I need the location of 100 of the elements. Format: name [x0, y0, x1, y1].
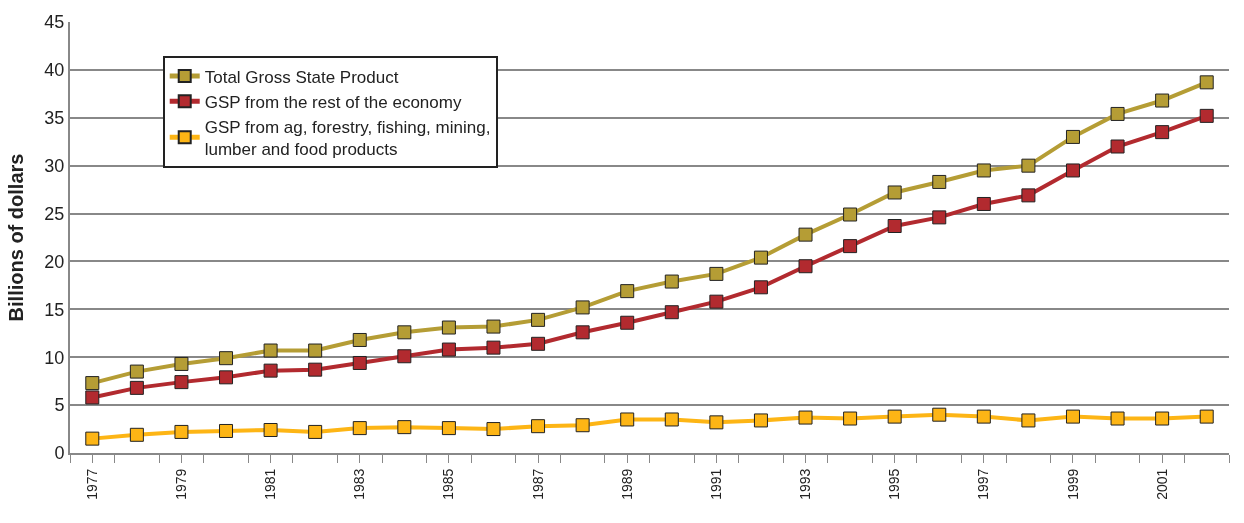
point	[486, 340, 501, 355]
point	[1065, 163, 1080, 178]
point	[129, 364, 144, 379]
point	[308, 343, 323, 358]
x-tick-label: 1981	[262, 468, 279, 500]
point	[531, 312, 546, 327]
point	[798, 410, 813, 425]
y-tick-label: 30	[44, 155, 65, 176]
point	[1155, 93, 1170, 108]
point	[85, 376, 100, 391]
point	[753, 250, 768, 265]
x-tick-label: 1997	[975, 468, 992, 500]
point	[664, 305, 679, 320]
point	[709, 415, 724, 430]
point	[129, 427, 144, 442]
point	[976, 163, 991, 178]
point	[263, 363, 278, 378]
point	[219, 423, 234, 438]
point	[887, 409, 902, 424]
point	[1021, 158, 1036, 173]
point	[976, 409, 991, 424]
point	[798, 227, 813, 242]
point	[932, 174, 947, 189]
legend-label: GSP from ag, forestry, fishing, mining, lumber and food products	[204, 117, 491, 159]
x-tick-label: 1999	[1064, 468, 1081, 500]
point	[664, 412, 679, 427]
point	[620, 412, 635, 427]
point	[441, 320, 456, 335]
point	[441, 342, 456, 357]
point	[709, 266, 724, 281]
point	[1065, 409, 1080, 424]
point	[976, 196, 991, 211]
y-tick-label: 45	[44, 12, 65, 33]
y-tick-label: 5	[54, 395, 65, 416]
point	[1110, 411, 1125, 426]
y-tick-label: 15	[44, 299, 65, 320]
x-tick-label: 2001	[1153, 468, 1170, 500]
point	[397, 325, 412, 340]
point	[843, 207, 858, 222]
point	[219, 370, 234, 385]
legend-label: GSP from the rest of the economy	[204, 92, 462, 112]
x-tick-label: 1991	[707, 468, 724, 500]
y-tick-label: 20	[44, 251, 65, 272]
point	[575, 325, 590, 340]
y-axis-title: Billions of dollars	[5, 153, 28, 322]
point	[1199, 108, 1214, 123]
point	[352, 332, 367, 347]
point	[531, 419, 546, 434]
point	[798, 259, 813, 274]
point	[1065, 129, 1080, 144]
y-tick-label: 35	[44, 108, 65, 129]
point	[1199, 409, 1214, 424]
point	[709, 294, 724, 309]
x-tick-label: 1993	[797, 468, 814, 500]
point	[1021, 188, 1036, 203]
point	[85, 431, 100, 446]
point	[1110, 139, 1125, 154]
x-tick-label: 1987	[529, 468, 546, 500]
point	[887, 219, 902, 234]
point	[620, 315, 635, 330]
point	[486, 319, 501, 334]
x-tick-label: 1979	[172, 468, 189, 500]
point	[575, 418, 590, 433]
point	[1155, 411, 1170, 426]
point	[441, 421, 456, 436]
point	[308, 362, 323, 377]
point	[129, 380, 144, 395]
x-tick-label: 1977	[83, 468, 100, 500]
point	[1110, 106, 1125, 121]
y-tick-label: 25	[44, 203, 65, 224]
point	[486, 422, 501, 437]
point	[352, 355, 367, 370]
point	[843, 411, 858, 426]
point	[174, 424, 189, 439]
point	[263, 423, 278, 438]
point	[932, 407, 947, 422]
point	[664, 274, 679, 289]
point	[174, 356, 189, 371]
point	[308, 424, 323, 439]
legend-label: Total Gross State Product	[204, 67, 399, 87]
point	[753, 413, 768, 428]
y-tick-label: 10	[44, 347, 65, 368]
point	[263, 343, 278, 358]
point	[174, 375, 189, 390]
y-tick-label: 0	[54, 443, 65, 464]
point	[575, 300, 590, 315]
x-tick-label: 1983	[351, 468, 368, 500]
point	[352, 421, 367, 436]
x-tick-label: 1989	[618, 468, 635, 500]
point	[85, 390, 100, 405]
point	[932, 210, 947, 225]
point	[1199, 75, 1214, 90]
point	[887, 185, 902, 200]
x-tick-label: 1995	[886, 468, 903, 500]
point	[531, 336, 546, 351]
point	[620, 284, 635, 299]
point	[753, 280, 768, 295]
point	[397, 420, 412, 435]
point	[219, 351, 234, 366]
x-tick-label: 1985	[440, 468, 457, 500]
